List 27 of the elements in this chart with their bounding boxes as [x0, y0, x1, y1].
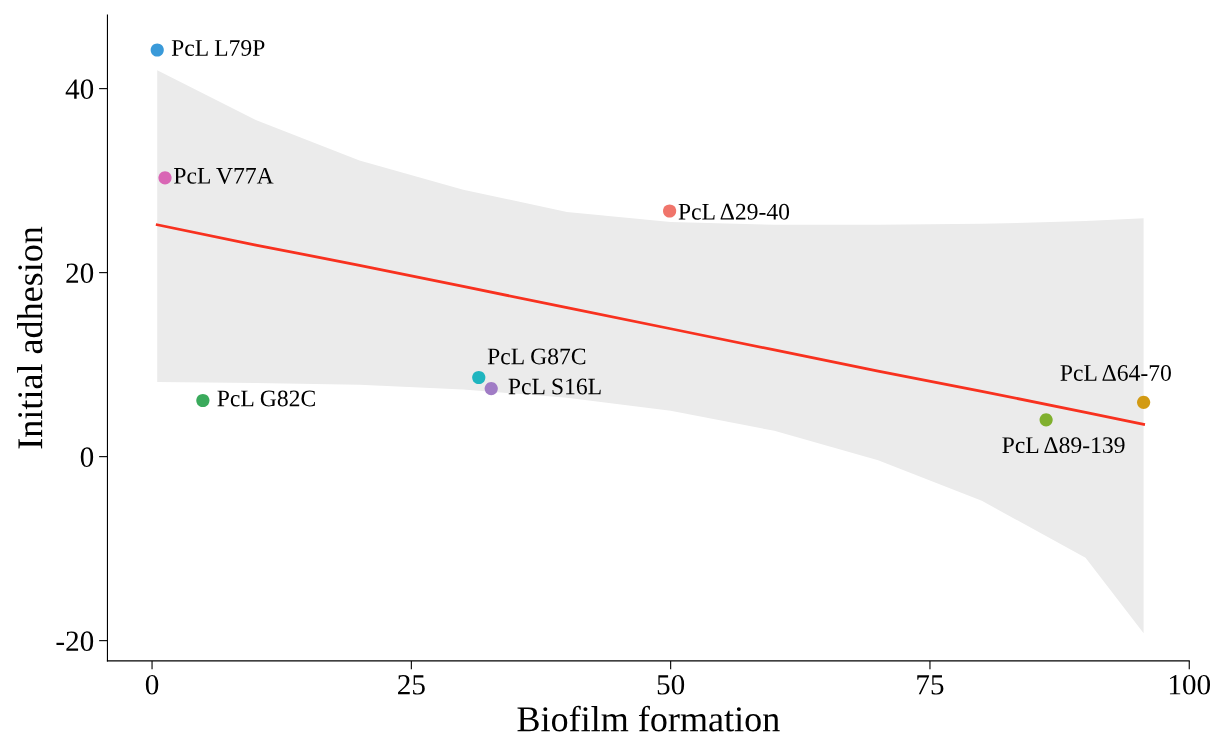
x-axis-title: Biofilm formation — [517, 705, 780, 732]
x-tick-label: 100 — [1169, 674, 1211, 695]
x-tick-label: 50 — [657, 674, 685, 695]
x-tick-label: 0 — [145, 674, 159, 695]
point — [663, 204, 677, 218]
series-label: PcL Δ89-139 — [1002, 437, 1125, 454]
y-axis-title: Initial adhesion — [17, 226, 43, 449]
y-tick-label: 40 — [65, 79, 94, 100]
y-tick-label: 0 — [80, 447, 94, 468]
x-tick-label: 25 — [398, 675, 425, 695]
x-tick-label: 75 — [917, 675, 944, 695]
point — [150, 43, 164, 57]
point — [158, 171, 172, 185]
series-label: PcL L79P — [171, 40, 265, 56]
series-label: PcL Δ29-40 — [678, 203, 790, 220]
point — [1137, 395, 1151, 409]
point — [484, 381, 498, 396]
point — [1039, 413, 1053, 427]
series-label: PcL V77A — [174, 167, 274, 184]
point — [196, 393, 210, 408]
point — [472, 370, 486, 385]
series-label: PcL S16L — [508, 378, 601, 395]
series-label: PcL G82C — [217, 390, 315, 407]
y-tick-label: -20 — [56, 631, 94, 652]
series-label: PcL Δ64-70 — [1060, 364, 1171, 381]
series-label: PcL G87C — [487, 348, 586, 365]
y-tick-label: 20 — [66, 263, 94, 284]
